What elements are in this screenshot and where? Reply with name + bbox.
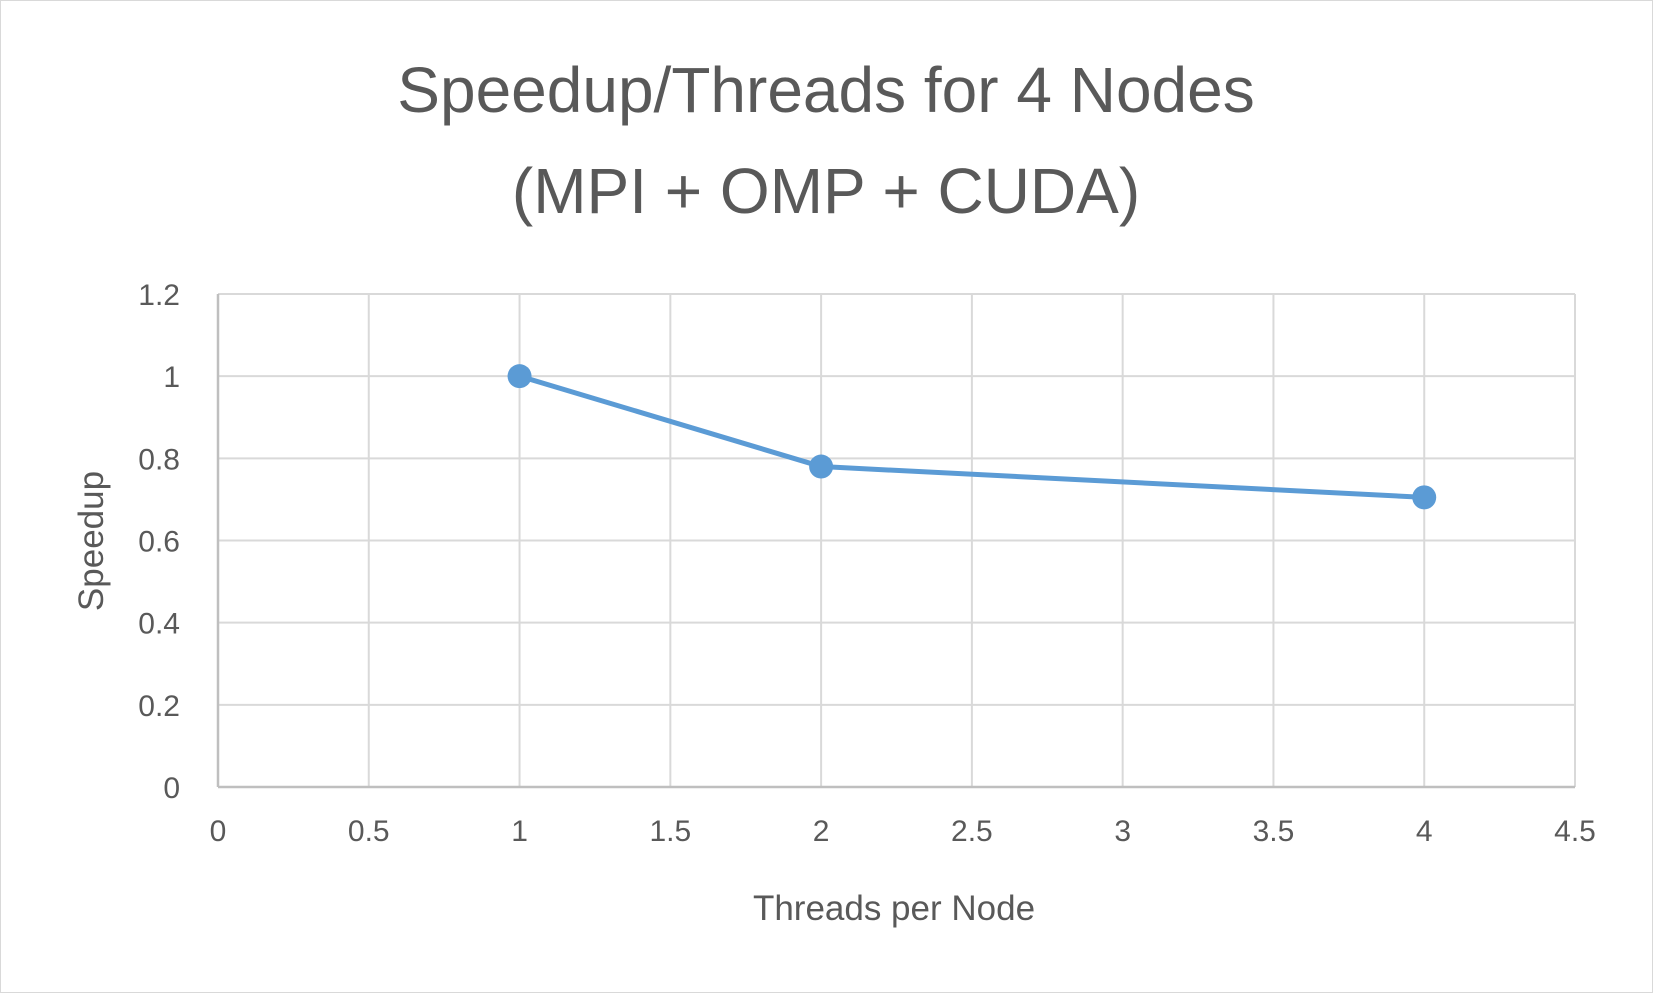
data-point: [507, 364, 532, 389]
x-tick-label: 3.5: [1253, 815, 1295, 848]
y-tick-label: 0.2: [138, 690, 180, 723]
y-tick-label: 1: [163, 361, 180, 394]
chart-title-line-1: Speedup/Threads for 4 Nodes: [397, 54, 1254, 126]
x-tick-label: 2: [813, 815, 830, 848]
data-series: [507, 364, 1437, 510]
y-tick-label: 0.8: [138, 443, 180, 476]
y-tick-label: 0.6: [138, 526, 180, 559]
axes: [216, 294, 1575, 789]
x-tick-label: 3: [1114, 815, 1131, 848]
gridlines: [218, 293, 1576, 787]
data-point: [809, 454, 834, 479]
data-point: [1412, 485, 1437, 510]
x-axis-label: Threads per Node: [753, 889, 1035, 928]
x-tick-label: 0: [210, 815, 227, 848]
tick-labels: 0 0.2 0.4 0.6 0.8 1 1.2 0 0.5 1 1.5 2 2.5 3 3.5 4 4.5: [138, 279, 1596, 848]
chart-title-line-2: (MPI + OMP + CUDA): [512, 155, 1140, 227]
y-tick-label: 1.2: [138, 279, 180, 312]
y-tick-label: 0: [163, 772, 180, 805]
y-axis-label: Speedup: [72, 471, 111, 611]
x-tick-label: 4.5: [1554, 815, 1596, 848]
x-tick-label: 1.5: [649, 815, 691, 848]
x-tick-label: 4: [1416, 815, 1433, 848]
y-tick-label: 0.4: [138, 608, 180, 641]
x-tick-label: 0.5: [348, 815, 390, 848]
x-tick-label: 2.5: [951, 815, 993, 848]
x-tick-label: 1: [511, 815, 528, 848]
